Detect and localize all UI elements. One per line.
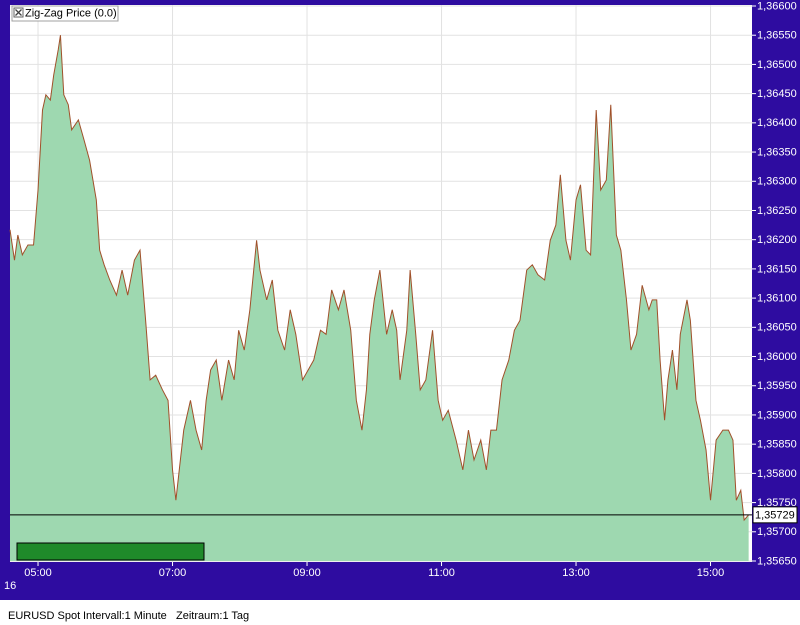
legend-box — [11, 5, 119, 22]
y-tick-label: 1,35950 — [757, 380, 797, 392]
y-tick-label: 1,36150 — [757, 263, 797, 275]
y-tick-label: 1,36450 — [757, 88, 797, 100]
legend: Zig-Zag Price (0.0) — [11, 5, 119, 22]
x-tick-label: 07:00 — [159, 567, 187, 579]
footer-range: Zeitraum:1 Tag — [176, 610, 249, 622]
current-price-box — [752, 506, 798, 524]
y-tick-label: 1,36200 — [757, 234, 797, 246]
y-tick-label: 1,36050 — [757, 322, 797, 334]
y-tick-label: 1,35700 — [757, 526, 797, 538]
y-tick-label: 1,36550 — [757, 30, 797, 42]
price-area — [10, 35, 749, 561]
y-tick-label: 1,36000 — [757, 351, 797, 363]
x-day-label: 16 — [4, 580, 16, 592]
x-tick-label: 05:00 — [24, 567, 52, 579]
current-price-label: 1,35729 — [755, 509, 795, 521]
y-tick-label: 1,36300 — [757, 176, 797, 188]
y-tick-label: 1,36400 — [757, 117, 797, 129]
y-tick-label: 1,35850 — [757, 439, 797, 451]
y-tick-label: 1,36100 — [757, 293, 797, 305]
x-tick-label: 11:00 — [428, 567, 455, 579]
y-tick-label: 1,36250 — [757, 205, 797, 217]
price-line — [9, 35, 750, 522]
y-tick-label: 1,35800 — [757, 468, 797, 480]
y-tick-label: 1,36500 — [757, 59, 797, 71]
y-tick-label: 1,35750 — [757, 497, 797, 509]
footer-interval: Intervall:1 Minute — [83, 610, 167, 622]
x-tick-label: 13:00 — [562, 567, 590, 579]
y-tick-label: 1,35650 — [757, 555, 797, 567]
y-tick-label: 1,36600 — [757, 0, 797, 12]
x-tick-label: 15:00 — [697, 567, 725, 579]
x-tick-label: 09:00 — [293, 567, 321, 579]
range-bar — [16, 542, 205, 561]
y-tick-label: 1,36350 — [757, 146, 797, 158]
legend-label: Zig-Zag Price (0.0) — [25, 7, 117, 19]
footer-symbol: EURUSD Spot — [8, 610, 80, 622]
legend-check — [15, 9, 22, 16]
y-tick-label: 1,35900 — [757, 409, 797, 421]
